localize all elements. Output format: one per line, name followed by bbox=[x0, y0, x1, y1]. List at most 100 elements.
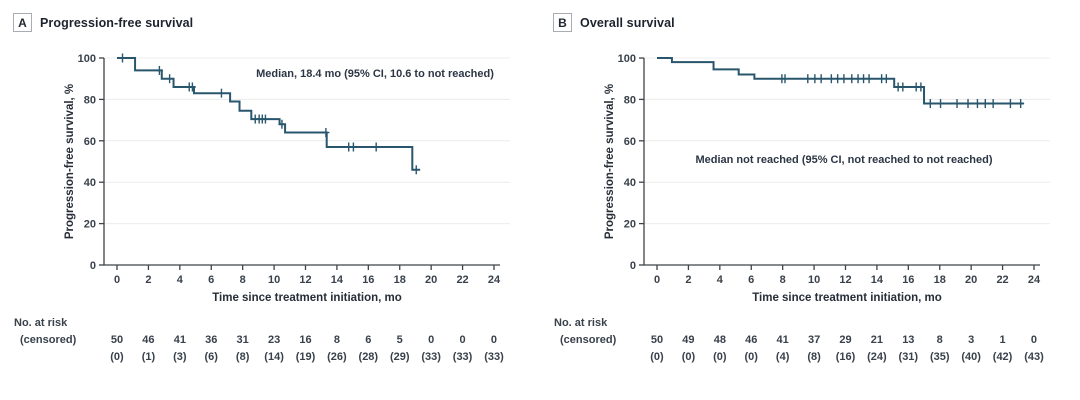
y-tick-label: 20 bbox=[624, 219, 636, 231]
censored-count: (8) bbox=[236, 351, 250, 363]
y-axis-label: Progression-free survival, % bbox=[64, 84, 76, 239]
y-tick-label: 100 bbox=[618, 53, 636, 65]
x-tick-label: 20 bbox=[425, 274, 437, 286]
y-axis-ticks: 0 20 40 60 80 100 bbox=[78, 53, 104, 272]
at-risk-count: 37 bbox=[808, 334, 820, 346]
censored-count: (31) bbox=[899, 351, 919, 363]
at-risk-count: 0 bbox=[1031, 334, 1037, 346]
panel-b-title-text: Overall survival bbox=[580, 15, 675, 30]
at-risk-values: 50(0)46(1)41(3)36(6)31(8)23(14)16(19)8(2… bbox=[110, 334, 504, 363]
censored-count: (43) bbox=[1024, 351, 1044, 363]
x-tick-label: 22 bbox=[996, 274, 1008, 286]
censored-count: (8) bbox=[807, 351, 821, 363]
censored-count: (42) bbox=[993, 351, 1013, 363]
at-risk-count: 8 bbox=[937, 334, 943, 346]
gridlines bbox=[104, 57, 510, 225]
y-tick-label: 40 bbox=[624, 177, 636, 189]
censored-count: (26) bbox=[327, 351, 347, 363]
at-risk-count: 50 bbox=[111, 334, 123, 346]
censored-count: (0) bbox=[745, 351, 759, 363]
x-axis-ticks: 0 2 4 6 8 10 12 14 16 18 20 22 24 bbox=[114, 265, 501, 286]
x-tick-label: 0 bbox=[114, 274, 120, 286]
y-tick-label: 20 bbox=[84, 219, 96, 231]
at-risk-count: 36 bbox=[205, 334, 217, 346]
y-tick-label: 40 bbox=[84, 177, 96, 189]
censored-count: (3) bbox=[173, 351, 187, 363]
panel-progression-free-survival: A Progression-free survival 0 20 40 60 80 100… bbox=[13, 13, 510, 363]
x-tick-label: 8 bbox=[240, 274, 246, 286]
censored-count: (19) bbox=[296, 351, 316, 363]
censored-count: (0) bbox=[650, 351, 664, 363]
panel-a-label-box: A bbox=[13, 13, 32, 32]
panel-a-title-text: Progression-free survival bbox=[40, 15, 194, 30]
at-risk-count: 46 bbox=[142, 334, 154, 346]
median-annotation: Median, 18.4 mo (95% CI, 10.6 to not rea… bbox=[256, 68, 494, 80]
x-axis-label: Time since treatment initiation, mo bbox=[752, 292, 942, 304]
at-risk-count: 29 bbox=[839, 334, 851, 346]
censor-marks bbox=[118, 53, 420, 175]
censored-count: (0) bbox=[682, 351, 696, 363]
y-tick-label: 80 bbox=[84, 94, 96, 106]
panel-overall-survival: B Overall survival 0 20 40 60 80 100 0 2 4 6 8 10 12… bbox=[540, 0, 1080, 400]
at-risk-count: 41 bbox=[174, 334, 186, 346]
censored-count: (14) bbox=[264, 351, 284, 363]
x-axis-label: Time since treatment initiation, mo bbox=[212, 292, 402, 304]
y-tick-label: 80 bbox=[624, 94, 636, 106]
y-tick-label: 0 bbox=[90, 260, 96, 272]
at-risk-count: 49 bbox=[682, 334, 694, 346]
x-axis-ticks: 0 2 4 6 8 10 12 14 16 18 20 22 24 bbox=[654, 265, 1041, 286]
at-risk-count: 0 bbox=[428, 334, 434, 346]
censored-count: (28) bbox=[359, 351, 379, 363]
x-tick-label: 16 bbox=[362, 274, 374, 286]
at-risk-count: 5 bbox=[397, 334, 403, 346]
x-tick-label: 12 bbox=[839, 274, 851, 286]
at-risk-label: No. at risk bbox=[14, 317, 68, 329]
median-annotation: Median not reached (95% CI, not reached … bbox=[695, 154, 992, 166]
at-risk-count: 0 bbox=[460, 334, 466, 346]
at-risk-count: 50 bbox=[651, 334, 663, 346]
at-risk-values: 50 (0) 49 (0) 48 (0) 46 (0) 41 (4) 37 (8) 29 (16) 21 (2… bbox=[650, 334, 1044, 363]
censored-count: (4) bbox=[776, 351, 790, 363]
censored-count: (33) bbox=[421, 351, 441, 363]
x-tick-label: 18 bbox=[934, 274, 946, 286]
at-risk-count: 23 bbox=[268, 334, 280, 346]
censored-count: (0) bbox=[110, 351, 124, 363]
x-tick-label: 2 bbox=[145, 274, 151, 286]
censored-label: (censored) bbox=[20, 334, 77, 346]
x-tick-label: 2 bbox=[685, 274, 691, 286]
x-tick-label: 22 bbox=[456, 274, 468, 286]
x-tick-label: 8 bbox=[780, 274, 786, 286]
censored-count: (29) bbox=[390, 351, 410, 363]
censored-count: (33) bbox=[453, 351, 473, 363]
x-tick-label: 4 bbox=[717, 274, 724, 286]
km-curve bbox=[657, 57, 1024, 105]
x-tick-label: 24 bbox=[1028, 274, 1041, 286]
censored-count: (16) bbox=[836, 351, 856, 363]
censored-count: (6) bbox=[205, 351, 219, 363]
at-risk-count: 8 bbox=[334, 334, 340, 346]
at-risk-count: 48 bbox=[714, 334, 726, 346]
x-tick-label: 16 bbox=[902, 274, 914, 286]
censored-count: (24) bbox=[867, 351, 887, 363]
censored-count: (33) bbox=[484, 351, 504, 363]
at-risk-count: 16 bbox=[299, 334, 311, 346]
gridlines bbox=[644, 57, 1050, 225]
x-tick-label: 24 bbox=[488, 274, 501, 286]
y-tick-label: 100 bbox=[78, 53, 96, 65]
x-tick-label: 10 bbox=[808, 274, 820, 286]
at-risk-label: No. at risk bbox=[554, 317, 608, 329]
x-tick-label: 0 bbox=[654, 274, 660, 286]
y-axis-ticks: 0 20 40 60 80 100 bbox=[618, 53, 644, 272]
at-risk-count: 13 bbox=[902, 334, 914, 346]
x-tick-label: 6 bbox=[208, 274, 214, 286]
y-axis-label: Progression-free survival, % bbox=[604, 84, 616, 239]
panel-b-header: B Overall survival bbox=[553, 13, 675, 32]
x-tick-label: 14 bbox=[331, 274, 344, 286]
x-tick-label: 12 bbox=[299, 274, 311, 286]
censored-count: (40) bbox=[961, 351, 981, 363]
at-risk-count: 21 bbox=[871, 334, 883, 346]
at-risk-count: 3 bbox=[968, 334, 974, 346]
